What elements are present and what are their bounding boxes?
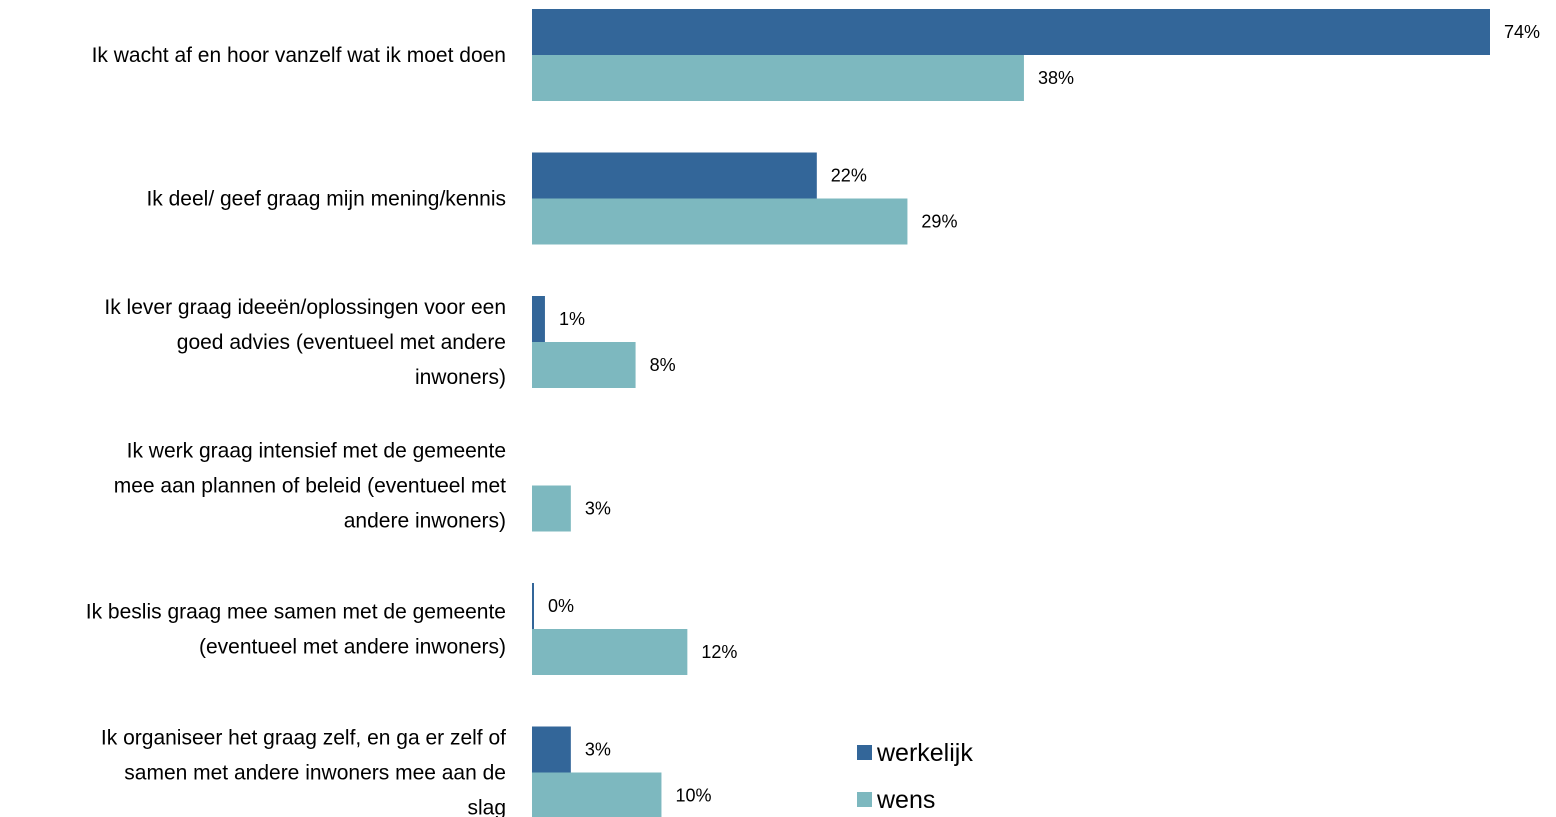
category-label: Ik organiseer het graag zelf, en ga er z…	[101, 727, 506, 817]
bar-wens	[532, 342, 636, 388]
bars	[532, 9, 1490, 817]
category-label-line: slag	[467, 797, 506, 817]
category-label-line: Ik deel/ geef graag mijn mening/kennis	[146, 188, 506, 211]
data-label: 10%	[675, 786, 711, 806]
data-label: 3%	[585, 499, 611, 519]
category-label-line: mee aan plannen of beleid (eventueel met	[114, 475, 506, 498]
data-label: 29%	[921, 212, 957, 232]
bar-wens	[532, 55, 1024, 101]
category-label-line: goed advies (eventueel met andere	[177, 331, 506, 354]
data-label: 38%	[1038, 68, 1074, 88]
data-label: 3%	[585, 740, 611, 760]
data-label: 0%	[548, 596, 574, 616]
category-label-line: (eventueel met andere inwoners)	[199, 636, 506, 659]
data-label: 22%	[831, 166, 867, 186]
category-label-line: Ik lever graag ideeën/oplossingen voor e…	[104, 296, 506, 319]
category-label: Ik beslis graag mee samen met de gemeent…	[86, 601, 506, 659]
category-label: Ik lever graag ideeën/oplossingen voor e…	[104, 296, 506, 389]
legend-label-werkelijk: werkelijk	[876, 739, 973, 767]
category-label-line: samen met andere inwoners mee aan de	[124, 762, 506, 785]
category-label-line: Ik beslis graag mee samen met de gemeent…	[86, 601, 506, 624]
category-label: Ik wacht af en hoor vanzelf wat ik moet …	[92, 44, 506, 67]
data-label: 74%	[1504, 22, 1540, 42]
category-labels: Ik wacht af en hoor vanzelf wat ik moet …	[86, 44, 506, 817]
data-label: 8%	[650, 355, 676, 375]
category-label-line: inwoners)	[415, 366, 506, 389]
bar-wens	[532, 485, 571, 532]
data-label: 12%	[701, 642, 737, 662]
bar-werkelijk	[532, 152, 817, 199]
bar-werkelijk	[532, 583, 534, 629]
bar-werkelijk	[532, 9, 1490, 55]
bar-werkelijk	[532, 726, 571, 773]
legend-swatch-wens	[857, 792, 872, 807]
category-label: Ik werk graag intensief met de gemeente m…	[114, 440, 506, 533]
bar-werkelijk	[532, 296, 545, 342]
value-labels: 74% 38% 22% 29% 1% 8% 3% 0% 12% 3% 10%	[548, 22, 1540, 806]
bar-wens	[532, 198, 908, 245]
legend-swatch-werkelijk	[857, 745, 872, 760]
legend-label-wens: wens	[876, 786, 935, 814]
category-label-line: andere inwoners)	[344, 510, 506, 533]
bar-wens	[532, 772, 662, 817]
legend: werkelijk wens	[857, 739, 973, 814]
category-label-line: Ik organiseer het graag zelf, en ga er z…	[101, 727, 506, 750]
category-label-line: Ik werk graag intensief met de gemeente	[127, 440, 506, 463]
category-label-line: Ik wacht af en hoor vanzelf wat ik moet …	[92, 44, 506, 67]
data-label: 1%	[559, 309, 585, 329]
bar-wens	[532, 629, 688, 675]
category-label: Ik deel/ geef graag mijn mening/kennis	[146, 188, 506, 211]
